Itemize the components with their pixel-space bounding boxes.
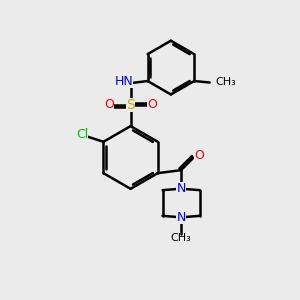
- Text: O: O: [148, 98, 157, 111]
- Text: O: O: [104, 98, 114, 111]
- Text: CH₃: CH₃: [216, 77, 236, 87]
- Text: HN: HN: [115, 75, 134, 88]
- Text: N: N: [176, 182, 186, 195]
- Text: N: N: [176, 211, 186, 224]
- Text: S: S: [126, 98, 135, 112]
- Text: CH₃: CH₃: [171, 233, 191, 243]
- Text: O: O: [194, 149, 204, 162]
- Text: Cl: Cl: [76, 128, 88, 141]
